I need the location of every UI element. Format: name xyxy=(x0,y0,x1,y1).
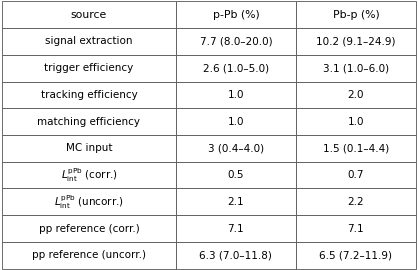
Bar xyxy=(296,28,416,55)
Text: 6.3 (7.0–11.8): 6.3 (7.0–11.8) xyxy=(199,250,273,260)
Text: MC input: MC input xyxy=(66,143,112,153)
Text: 0.5: 0.5 xyxy=(228,170,244,180)
Bar xyxy=(296,242,416,269)
Text: Pb-p (%): Pb-p (%) xyxy=(333,10,379,20)
Text: 3.1 (1.0–6.0): 3.1 (1.0–6.0) xyxy=(323,63,389,73)
Bar xyxy=(2,82,176,108)
Bar xyxy=(296,108,416,135)
Bar xyxy=(296,215,416,242)
Bar xyxy=(176,28,296,55)
Bar xyxy=(176,188,296,215)
Text: trigger efficiency: trigger efficiency xyxy=(44,63,134,73)
Text: 1.0: 1.0 xyxy=(348,117,364,127)
Text: signal extraction: signal extraction xyxy=(45,36,133,46)
Bar xyxy=(176,55,296,82)
Text: 2.6 (1.0–5.0): 2.6 (1.0–5.0) xyxy=(203,63,269,73)
Text: 2.1: 2.1 xyxy=(227,197,244,207)
Bar xyxy=(296,188,416,215)
Bar xyxy=(176,215,296,242)
Bar xyxy=(2,135,176,162)
Text: $L_{\mathrm{int}}^{\mathrm{pPb}}$ (corr.): $L_{\mathrm{int}}^{\mathrm{pPb}}$ (corr.… xyxy=(61,166,117,184)
Bar xyxy=(2,242,176,269)
Text: 7.1: 7.1 xyxy=(227,224,244,234)
Text: 10.2 (9.1–24.9): 10.2 (9.1–24.9) xyxy=(316,36,396,46)
Bar xyxy=(296,135,416,162)
Text: 1.5 (0.1–4.4): 1.5 (0.1–4.4) xyxy=(323,143,389,153)
Bar xyxy=(2,1,176,28)
Bar xyxy=(296,82,416,108)
Text: pp reference (uncorr.): pp reference (uncorr.) xyxy=(32,250,146,260)
Bar xyxy=(176,82,296,108)
Text: 7.1: 7.1 xyxy=(348,224,364,234)
Text: 6.5 (7.2–11.9): 6.5 (7.2–11.9) xyxy=(319,250,393,260)
Bar xyxy=(176,242,296,269)
Text: 1.0: 1.0 xyxy=(228,90,244,100)
Text: 2.2: 2.2 xyxy=(348,197,364,207)
Text: $L_{\mathrm{int}}^{\mathrm{pPb}}$ (uncorr.): $L_{\mathrm{int}}^{\mathrm{pPb}}$ (uncor… xyxy=(54,193,124,211)
Bar xyxy=(2,28,176,55)
Text: tracking efficiency: tracking efficiency xyxy=(41,90,138,100)
Text: 1.0: 1.0 xyxy=(228,117,244,127)
Bar xyxy=(296,55,416,82)
Text: 0.7: 0.7 xyxy=(348,170,364,180)
Bar xyxy=(176,108,296,135)
Bar xyxy=(2,215,176,242)
Text: matching efficiency: matching efficiency xyxy=(38,117,140,127)
Bar xyxy=(2,108,176,135)
Bar xyxy=(296,1,416,28)
Text: pp reference (corr.): pp reference (corr.) xyxy=(38,224,139,234)
Bar xyxy=(176,162,296,188)
Bar xyxy=(176,1,296,28)
Text: 2.0: 2.0 xyxy=(348,90,364,100)
Text: source: source xyxy=(71,10,107,20)
Text: p-Pb (%): p-Pb (%) xyxy=(212,10,259,20)
Bar xyxy=(296,162,416,188)
Text: 3 (0.4–4.0): 3 (0.4–4.0) xyxy=(208,143,264,153)
Bar xyxy=(176,135,296,162)
Bar xyxy=(2,55,176,82)
Text: 7.7 (8.0–20.0): 7.7 (8.0–20.0) xyxy=(199,36,272,46)
Bar xyxy=(2,162,176,188)
Bar xyxy=(2,188,176,215)
